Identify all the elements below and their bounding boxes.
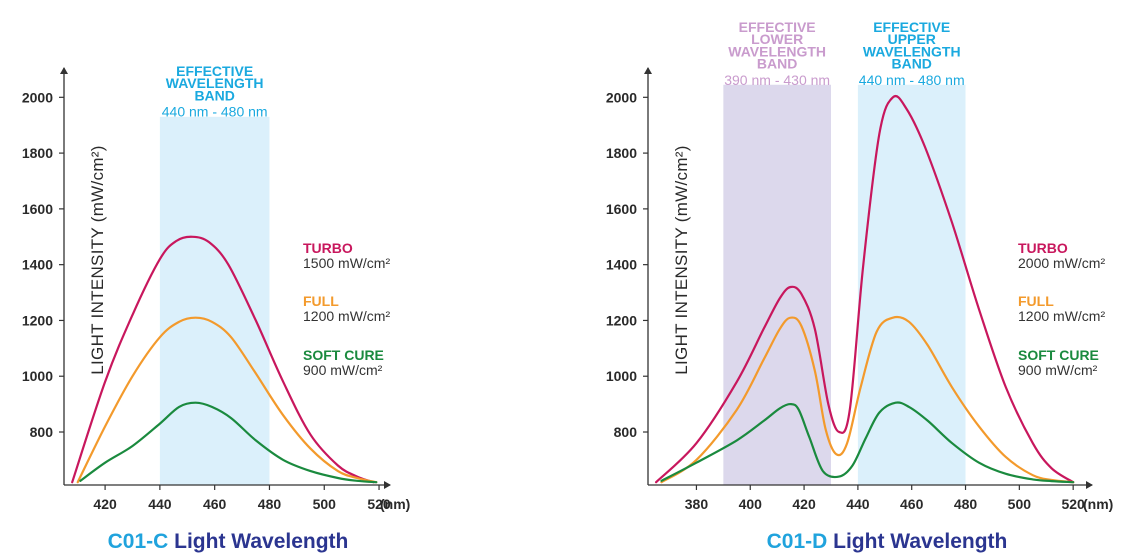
x-unit-label: (nm) [1083, 496, 1113, 512]
legend-value: 1200 mW/cm² [1018, 308, 1105, 324]
band-label-line: EFFECTIVE [873, 19, 950, 35]
band-label-line: BAND [757, 56, 797, 72]
y-tick-label: 1800 [22, 145, 53, 161]
x-tick-label: 520 [1061, 496, 1085, 512]
y-axis-label: LIGHT INTENSITY (mW/cm²) [88, 145, 107, 374]
effective-band-0 [159, 116, 270, 485]
y-tick-label: 1000 [606, 368, 637, 384]
legend-name: TURBO [303, 240, 353, 256]
legend-value: 1200 mW/cm² [303, 308, 390, 324]
x-tick-label: 500 [313, 496, 337, 512]
x-unit-label: (nm) [380, 496, 410, 512]
effective-band-0 [723, 84, 831, 485]
legend-name: TURBO [1018, 240, 1068, 256]
band-label-line: EFFECTIVE [176, 63, 253, 79]
legend-name: SOFT CURE [303, 347, 384, 363]
series-line-full [660, 315, 1075, 484]
y-tick-label: 1200 [606, 312, 637, 328]
band-label-line: BAND [194, 87, 234, 103]
legend-name: FULL [303, 293, 339, 309]
legend-name: FULL [1018, 293, 1054, 309]
band-range-label: 440 nm - 480 nm [859, 72, 965, 88]
chart-caption: C01-D Light Wavelength [767, 530, 1008, 553]
x-tick-label: 520 [367, 496, 391, 512]
x-tick-label: 460 [900, 496, 924, 512]
x-tick-label: 440 [148, 496, 172, 512]
y-tick-label: 1400 [606, 257, 637, 273]
band-range-label: 390 nm - 430 nm [724, 72, 830, 88]
series-line-full [76, 316, 378, 484]
chart-caption: C01-C Light Wavelength [108, 530, 349, 553]
y-tick-label: 1400 [22, 257, 53, 273]
x-axis-arrow [384, 481, 391, 489]
x-tick-label: 480 [258, 496, 282, 512]
caption-text: Light Wavelength [827, 530, 1007, 553]
band-label-line: BAND [891, 56, 931, 72]
series-line-turbo [655, 95, 1075, 484]
x-tick-label: 480 [954, 496, 978, 512]
y-tick-label: 2000 [606, 89, 637, 105]
x-tick-label: 420 [93, 496, 117, 512]
x-tick-label: 400 [739, 496, 763, 512]
x-tick-label: 420 [792, 496, 816, 512]
y-tick-label: 2000 [22, 89, 53, 105]
band-label-line: EFFECTIVE [739, 19, 816, 35]
band-range-label: 440 nm - 480 nm [162, 104, 268, 120]
series-line-turbo [71, 235, 375, 484]
y-tick-label: 1600 [22, 201, 53, 217]
y-axis-label: LIGHT INTENSITY (mW/cm²) [672, 145, 691, 374]
effective-band-1 [857, 84, 966, 485]
y-tick-label: 1000 [22, 368, 53, 384]
legend-value: 1500 mW/cm² [303, 255, 390, 271]
x-axis-arrow [1086, 481, 1093, 489]
x-tick-label: 440 [846, 496, 870, 512]
x-tick-label: 460 [203, 496, 227, 512]
band-label-line: LOWER [751, 31, 803, 47]
caption-model: C01-C [108, 530, 169, 553]
y-axis-arrow [60, 67, 68, 74]
band-label-line: WAVELENGTH [863, 43, 961, 59]
y-tick-label: 1800 [606, 145, 637, 161]
series-line-soft-cure [660, 401, 1075, 484]
legend-value: 2000 mW/cm² [1018, 255, 1105, 271]
legend-value: 900 mW/cm² [1018, 362, 1098, 378]
band-label-line: WAVELENGTH [728, 43, 826, 59]
y-axis-arrow [644, 67, 652, 74]
x-tick-label: 380 [685, 496, 709, 512]
caption-model: C01-D [767, 530, 828, 553]
y-tick-label: 1600 [606, 201, 637, 217]
band-label-line: WAVELENGTH [166, 75, 264, 91]
y-tick-label: 800 [614, 424, 638, 440]
series-line-soft-cure [79, 401, 378, 484]
legend-name: SOFT CURE [1018, 347, 1099, 363]
legend-value: 900 mW/cm² [303, 362, 383, 378]
y-tick-label: 1200 [22, 312, 53, 328]
x-tick-label: 500 [1008, 496, 1032, 512]
band-label-line: UPPER [888, 31, 936, 47]
y-tick-label: 800 [30, 424, 54, 440]
caption-text: Light Wavelength [168, 530, 348, 553]
